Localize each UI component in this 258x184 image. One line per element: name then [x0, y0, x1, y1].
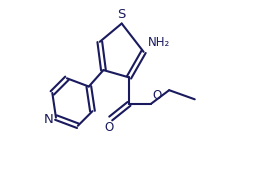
Text: N: N: [43, 113, 53, 126]
Text: O: O: [104, 121, 114, 134]
Text: S: S: [117, 8, 126, 21]
Text: O: O: [153, 89, 162, 102]
Text: NH₂: NH₂: [148, 36, 171, 49]
